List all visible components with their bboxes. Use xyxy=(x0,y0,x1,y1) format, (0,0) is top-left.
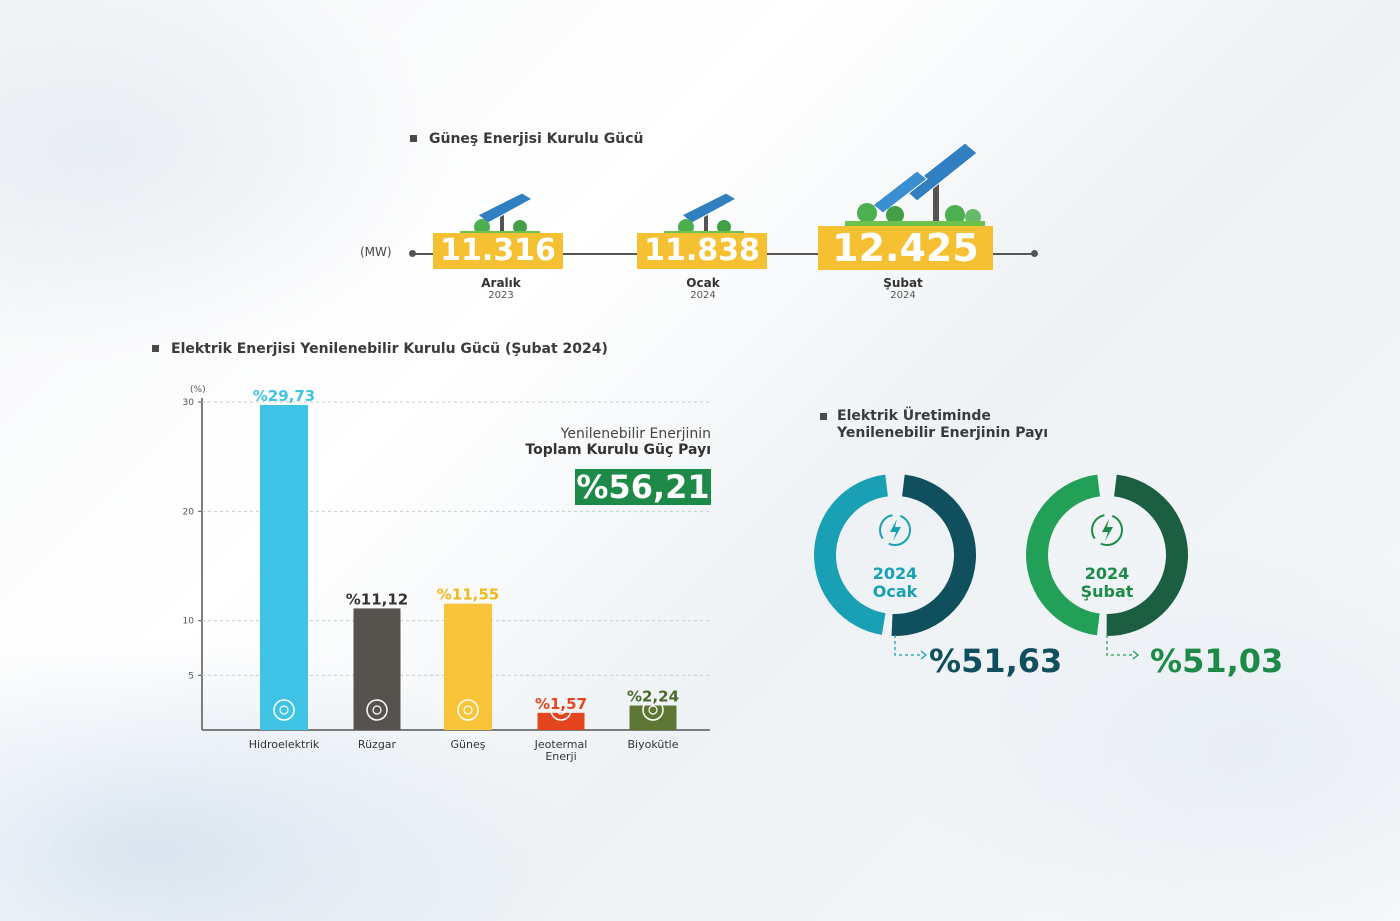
y-tick-label: 20 xyxy=(183,507,195,517)
bar-güneş xyxy=(444,603,492,730)
total-share-badge: %56,21 xyxy=(575,468,711,506)
timeline-end-dot xyxy=(1031,250,1038,257)
energy-type-icon xyxy=(366,699,388,721)
donut-renewable-arc xyxy=(891,474,976,636)
bar-value-label: %2,24 xyxy=(627,688,679,706)
solar-value-3: 12.425 xyxy=(818,226,993,270)
bar-jeotermal-enerji xyxy=(537,712,585,730)
renewable-energy-icon xyxy=(1091,514,1123,546)
energy-type-icon-inner xyxy=(372,705,382,715)
timeline-label-2: Ocak 2024 xyxy=(686,276,720,301)
capacity-section-title: Elektrik Enerjisi Yenilenebilir Kurulu G… xyxy=(152,341,608,357)
solar-section-title: Güneş Enerjisi Kurulu Gücü xyxy=(410,131,643,147)
donut-renewable-arc xyxy=(1106,474,1188,636)
bullet-square xyxy=(410,134,417,142)
energy-type-icon xyxy=(273,699,295,721)
capacity-bar-chart: (%) 5 10 20 30 %29,73 Hidroelektrik %11,12 Rüzga… xyxy=(183,385,710,763)
value-connector xyxy=(1106,635,1135,656)
timeline-start-dot xyxy=(409,250,416,257)
y-tick-label: 5 xyxy=(188,671,194,681)
solar-farm-icon xyxy=(845,142,985,227)
share-value-ocak: %51,63 xyxy=(929,642,1063,680)
x-category-label: Hidroelektrik xyxy=(249,738,320,751)
solar-value-2: 11.838 xyxy=(637,233,767,269)
bullet-square xyxy=(820,412,827,420)
energy-type-icon xyxy=(457,699,479,721)
donut-month-label: Şubat xyxy=(1081,582,1134,601)
x-category-label: Güneş xyxy=(451,738,486,751)
total-share-line2: Toplam Kurulu Güç Payı xyxy=(525,442,711,458)
y-axis-label: (%) xyxy=(190,385,206,395)
share-value-subat: %51,03 xyxy=(1150,642,1284,680)
bullet-square xyxy=(152,344,159,352)
connector-arrow-icon xyxy=(920,650,928,660)
energy-type-icon xyxy=(550,699,572,721)
share-section-title: Elektrik Üretiminde Yenilenebilir Enerji… xyxy=(820,408,1048,442)
lightning-icon xyxy=(890,519,901,541)
renewable-energy-icon xyxy=(879,514,911,546)
bar-biyokütle xyxy=(629,705,677,730)
bar-value-label: %11,55 xyxy=(437,586,499,604)
timeline-label-3: Şubat 2024 xyxy=(883,276,923,301)
solar-value-1: 11.316 xyxy=(433,233,563,269)
x-category-label: Jeotermal xyxy=(534,738,588,751)
bar-value-label: %29,73 xyxy=(253,387,315,405)
donut-other-arc xyxy=(814,474,889,635)
energy-type-icon xyxy=(642,699,664,721)
donut-other-arc xyxy=(1026,474,1101,636)
lightning-icon xyxy=(1102,519,1113,541)
bar-value-label: %11,12 xyxy=(346,590,408,608)
total-share-line1: Yenilenebilir Enerjinin xyxy=(560,426,711,442)
connector-arrow-icon xyxy=(1132,650,1140,660)
energy-type-icon-inner xyxy=(463,705,473,715)
x-category-label: Rüzgar xyxy=(358,738,397,751)
donut-month-label: Ocak xyxy=(873,582,918,601)
unit-label: (MW) xyxy=(360,245,392,259)
x-category-label: Biyokütle xyxy=(628,738,679,751)
x-category-label: Enerji xyxy=(545,750,576,763)
energy-type-icon-inner xyxy=(648,705,658,715)
donut-year-label: 2024 xyxy=(873,564,918,583)
value-connector xyxy=(894,635,923,656)
energy-type-icon-inner xyxy=(279,705,289,715)
solar-panel-icon xyxy=(664,192,744,235)
y-tick-label: 30 xyxy=(183,398,195,408)
y-tick-label: 10 xyxy=(183,617,195,627)
total-share-callout: Yenilenebilir Enerjinin Toplam Kurulu Gü… xyxy=(470,426,711,458)
bar-rüzgar xyxy=(353,608,401,730)
bar-hidroelektrik xyxy=(260,404,308,730)
bar-value-label: %1,57 xyxy=(535,695,587,713)
donut-year-label: 2024 xyxy=(1085,564,1130,583)
solar-panel-icon xyxy=(460,192,540,235)
energy-type-icon-inner xyxy=(556,705,566,715)
timeline-label-1: Aralık 2023 xyxy=(481,276,521,301)
